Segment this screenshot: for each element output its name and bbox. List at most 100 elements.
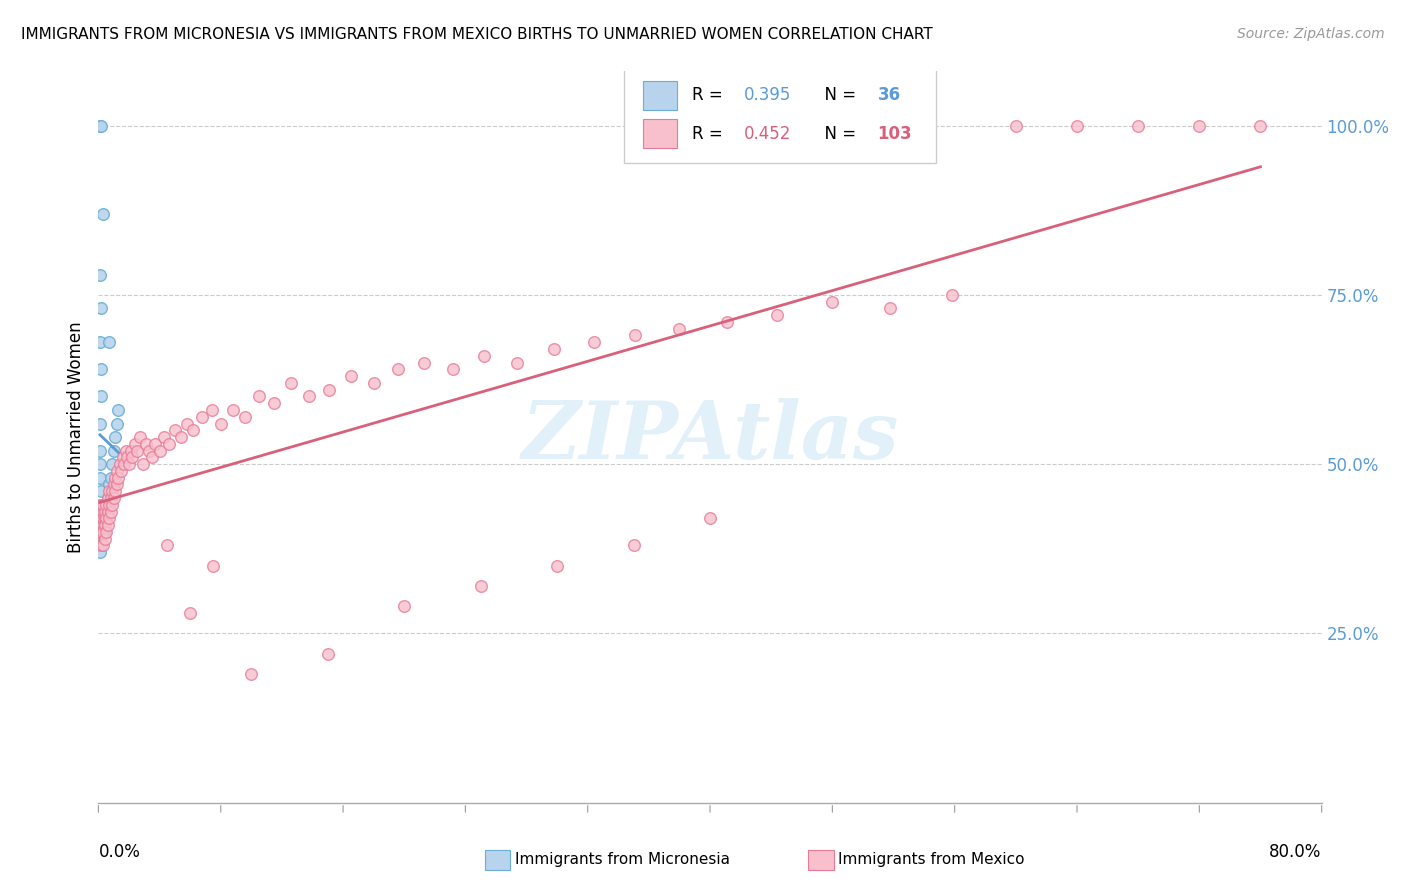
- Point: [163, 423, 186, 437]
- Point: [91, 524, 114, 539]
- Point: [94, 524, 117, 539]
- Point: [91, 538, 114, 552]
- Point: [280, 376, 302, 390]
- Point: [247, 389, 270, 403]
- Point: [107, 403, 129, 417]
- Point: [623, 538, 645, 552]
- Point: [879, 301, 901, 316]
- Point: [90, 524, 112, 539]
- Text: 103: 103: [877, 125, 912, 143]
- Point: [202, 558, 225, 573]
- Point: [170, 430, 193, 444]
- Point: [125, 443, 148, 458]
- Point: [105, 417, 128, 431]
- Point: [546, 558, 568, 573]
- Point: [141, 450, 163, 465]
- Point: [104, 484, 127, 499]
- Point: [93, 532, 115, 546]
- Text: 36: 36: [877, 87, 901, 104]
- Point: [103, 491, 125, 505]
- Point: [93, 505, 115, 519]
- Y-axis label: Births to Unmarried Women: Births to Unmarried Women: [66, 321, 84, 553]
- Point: [128, 430, 150, 444]
- Point: [392, 599, 416, 614]
- Text: R =: R =: [692, 87, 728, 104]
- FancyBboxPatch shape: [643, 81, 678, 110]
- Point: [766, 308, 789, 322]
- Point: [716, 315, 738, 329]
- Point: [94, 511, 117, 525]
- Text: 0.452: 0.452: [744, 125, 792, 143]
- Point: [97, 491, 120, 505]
- Point: [1128, 119, 1150, 133]
- Point: [103, 443, 125, 458]
- Point: [101, 498, 124, 512]
- Point: [91, 498, 114, 512]
- Point: [441, 362, 464, 376]
- Point: [89, 471, 111, 485]
- Point: [89, 518, 111, 533]
- Text: N =: N =: [814, 125, 862, 143]
- Point: [115, 443, 138, 458]
- Point: [107, 471, 129, 485]
- Point: [222, 403, 245, 417]
- Point: [89, 498, 111, 512]
- Point: [105, 464, 128, 478]
- Point: [233, 409, 256, 424]
- Point: [318, 383, 340, 397]
- Point: [100, 491, 122, 505]
- Point: [97, 491, 120, 505]
- Point: [89, 335, 111, 350]
- Point: [506, 355, 529, 369]
- Point: [413, 355, 436, 369]
- Point: [240, 667, 263, 681]
- Point: [157, 437, 180, 451]
- Point: [90, 119, 112, 133]
- Point: [156, 538, 179, 552]
- Point: [93, 524, 115, 539]
- Point: [209, 417, 232, 431]
- Point: [582, 335, 605, 350]
- Point: [138, 443, 160, 458]
- Point: [298, 389, 321, 403]
- Point: [263, 396, 285, 410]
- Point: [98, 498, 121, 512]
- Point: [100, 471, 122, 485]
- Point: [90, 511, 112, 525]
- Point: [91, 505, 114, 519]
- Text: 80.0%: 80.0%: [1270, 843, 1322, 861]
- Point: [90, 301, 112, 316]
- Point: [200, 403, 222, 417]
- Point: [124, 437, 146, 451]
- Point: [118, 457, 141, 471]
- Text: Immigrants from Micronesia: Immigrants from Micronesia: [515, 853, 730, 867]
- Point: [543, 342, 565, 356]
- Point: [89, 511, 111, 525]
- Point: [181, 423, 204, 437]
- Point: [94, 498, 117, 512]
- Point: [89, 417, 111, 431]
- Point: [100, 505, 122, 519]
- Point: [624, 328, 647, 343]
- Point: [90, 538, 112, 552]
- Point: [363, 376, 385, 390]
- Point: [104, 471, 127, 485]
- Point: [135, 437, 157, 451]
- Text: N =: N =: [814, 87, 862, 104]
- Point: [90, 484, 112, 499]
- Text: Immigrants from Mexico: Immigrants from Mexico: [838, 853, 1025, 867]
- Point: [176, 417, 198, 431]
- Point: [91, 524, 114, 539]
- Point: [668, 322, 690, 336]
- Point: [90, 389, 112, 403]
- Point: [89, 532, 111, 546]
- Point: [121, 450, 143, 465]
- Point: [91, 511, 114, 525]
- Point: [470, 579, 492, 593]
- Point: [101, 457, 124, 471]
- Point: [89, 524, 111, 539]
- Point: [821, 294, 844, 309]
- Point: [101, 484, 124, 499]
- Point: [149, 443, 172, 458]
- Point: [89, 457, 111, 471]
